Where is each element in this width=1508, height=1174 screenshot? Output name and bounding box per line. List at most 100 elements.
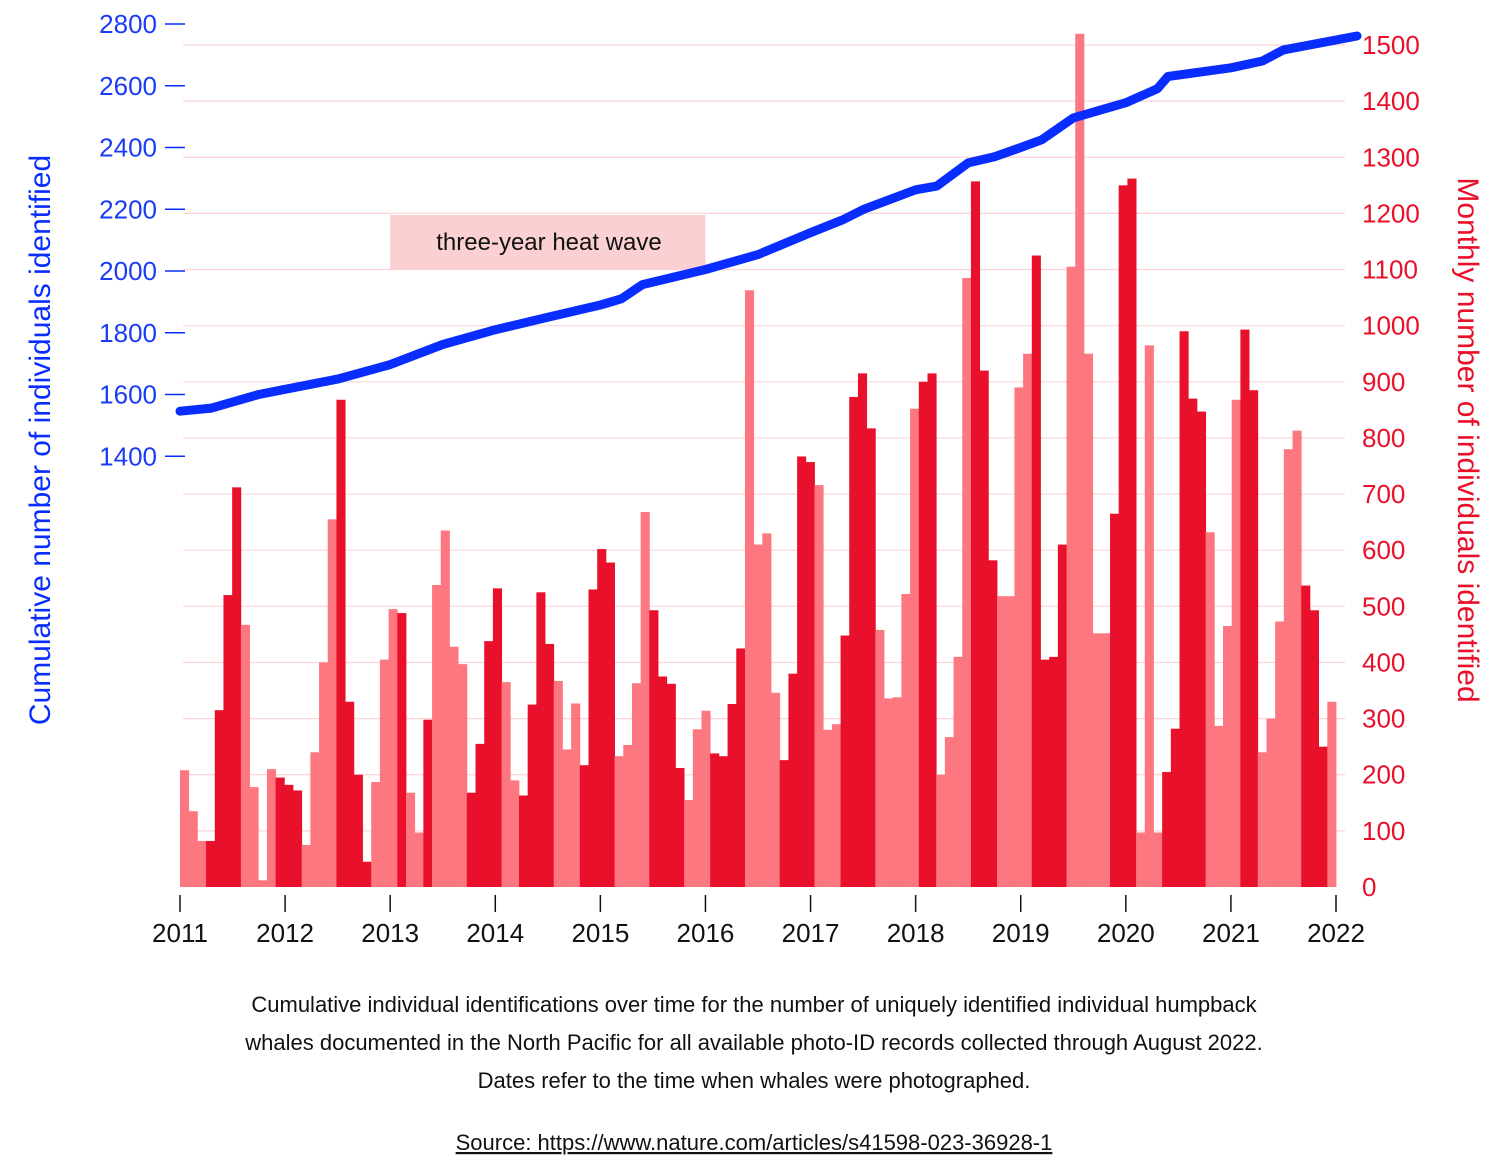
- monthly-bar: [1118, 185, 1128, 888]
- monthly-bar: [779, 760, 789, 887]
- monthly-bar: [1309, 610, 1320, 887]
- monthly-bar: [1101, 633, 1111, 887]
- monthly-bar: [1023, 353, 1033, 887]
- monthly-bar: [797, 456, 807, 887]
- source-link[interactable]: Source: https://www.nature.com/articles/…: [456, 1130, 1053, 1155]
- monthly-bar: [953, 656, 963, 887]
- monthly-bar: [1179, 331, 1189, 887]
- monthly-bar: [1275, 621, 1285, 887]
- monthly-bar: [414, 832, 424, 887]
- monthly-bar: [327, 519, 337, 887]
- right-tick-label: 600: [1362, 535, 1405, 565]
- monthly-bar: [962, 277, 972, 887]
- monthly-bar: [379, 659, 390, 887]
- right-tick-label: 1000: [1362, 311, 1420, 341]
- monthly-bar: [1196, 411, 1207, 887]
- heat-wave-label: three-year heat wave: [436, 229, 661, 256]
- x-tick-label: 2019: [992, 918, 1050, 948]
- monthly-bar: [1240, 329, 1250, 887]
- monthly-bar: [1127, 178, 1137, 887]
- left-tick-label: 2000: [99, 256, 157, 286]
- monthly-bar: [1005, 596, 1015, 887]
- monthly-bar: [675, 767, 685, 887]
- monthly-bar: [692, 729, 702, 887]
- right-tick-label: 900: [1362, 367, 1405, 397]
- monthly-bar: [553, 680, 563, 887]
- right-tick-label: 1300: [1362, 142, 1420, 172]
- monthly-bar: [266, 769, 277, 887]
- monthly-bar: [240, 624, 250, 887]
- monthly-bar: [823, 729, 833, 887]
- monthly-bar: [1292, 430, 1302, 887]
- right-tick-label: 700: [1362, 479, 1405, 509]
- monthly-bar: [1014, 387, 1024, 887]
- monthly-bar: [970, 181, 981, 888]
- monthly-bar: [997, 596, 1007, 887]
- left-tick-label: 2200: [99, 194, 157, 224]
- monthly-bar: [1136, 832, 1146, 887]
- right-tick-label: 1500: [1362, 30, 1420, 60]
- monthly-bar: [449, 646, 459, 887]
- monthly-bar: [684, 799, 694, 887]
- monthly-bar: [944, 737, 954, 887]
- monthly-bar: [901, 593, 911, 887]
- monthly-bar: [840, 635, 850, 887]
- right-tick-label: 1400: [1362, 86, 1420, 116]
- right-axis-label: Monthly number of individuals identified: [1451, 177, 1484, 702]
- right-tick-label: 500: [1362, 591, 1405, 621]
- monthly-bar: [1040, 659, 1050, 887]
- monthly-bar: [701, 710, 711, 887]
- monthly-bar: [510, 780, 520, 887]
- monthly-bar: [788, 673, 798, 887]
- monthly-bar: [805, 462, 815, 887]
- monthly-bar: [284, 784, 294, 887]
- monthly-bar: [501, 682, 511, 887]
- monthly-bar: [658, 676, 668, 887]
- left-tick-label: 1600: [99, 380, 157, 410]
- monthly-bar: [605, 562, 615, 887]
- monthly-bar: [1170, 728, 1180, 887]
- x-tick-label: 2011: [152, 918, 208, 948]
- monthly-bar: [458, 664, 468, 887]
- monthly-bar: [744, 290, 755, 887]
- left-axis-label: Cumulative number of individuals identif…: [24, 155, 57, 725]
- x-tick-label: 2015: [571, 918, 629, 948]
- monthly-bar: [753, 544, 763, 887]
- monthly-bar: [1257, 752, 1267, 887]
- monthly-bar: [936, 774, 946, 887]
- monthly-bar: [710, 753, 720, 887]
- monthly-bar: [1223, 625, 1233, 887]
- x-tick-label: 2018: [887, 918, 945, 948]
- monthly-bar: [979, 370, 989, 887]
- monthly-bar: [631, 683, 642, 887]
- left-tick-label: 1400: [99, 441, 157, 471]
- monthly-bar: [1327, 701, 1337, 887]
- right-tick-label: 300: [1362, 704, 1405, 734]
- monthly-bar: [1162, 771, 1172, 887]
- monthly-bar: [405, 792, 416, 887]
- monthly-bar: [423, 719, 433, 887]
- monthly-bar: [336, 399, 346, 887]
- monthly-bar: [884, 698, 894, 887]
- x-tick-label: 2021: [1202, 918, 1260, 948]
- right-tick-label: 0: [1362, 872, 1376, 902]
- cumulative-line: [175, 31, 1362, 416]
- right-tick-label: 800: [1362, 423, 1405, 453]
- right-tick-label: 400: [1362, 647, 1405, 677]
- monthly-bar: [223, 595, 233, 887]
- monthly-bar: [1266, 718, 1276, 887]
- monthly-bar: [310, 752, 320, 887]
- monthly-bar: [562, 749, 572, 887]
- monthly-bar: [918, 381, 928, 887]
- monthly-bar: [736, 648, 746, 887]
- monthly-bar: [301, 844, 311, 887]
- monthly-bar: [1249, 390, 1259, 887]
- monthly-bar: [771, 692, 781, 887]
- monthly-bar: [545, 643, 555, 887]
- x-tick-label: 2012: [256, 918, 314, 948]
- monthly-bar: [640, 512, 650, 887]
- x-tick-label: 2017: [782, 918, 840, 948]
- monthly-bar: [319, 662, 329, 887]
- monthly-bar: [1318, 746, 1328, 887]
- monthly-bar: [1092, 633, 1102, 887]
